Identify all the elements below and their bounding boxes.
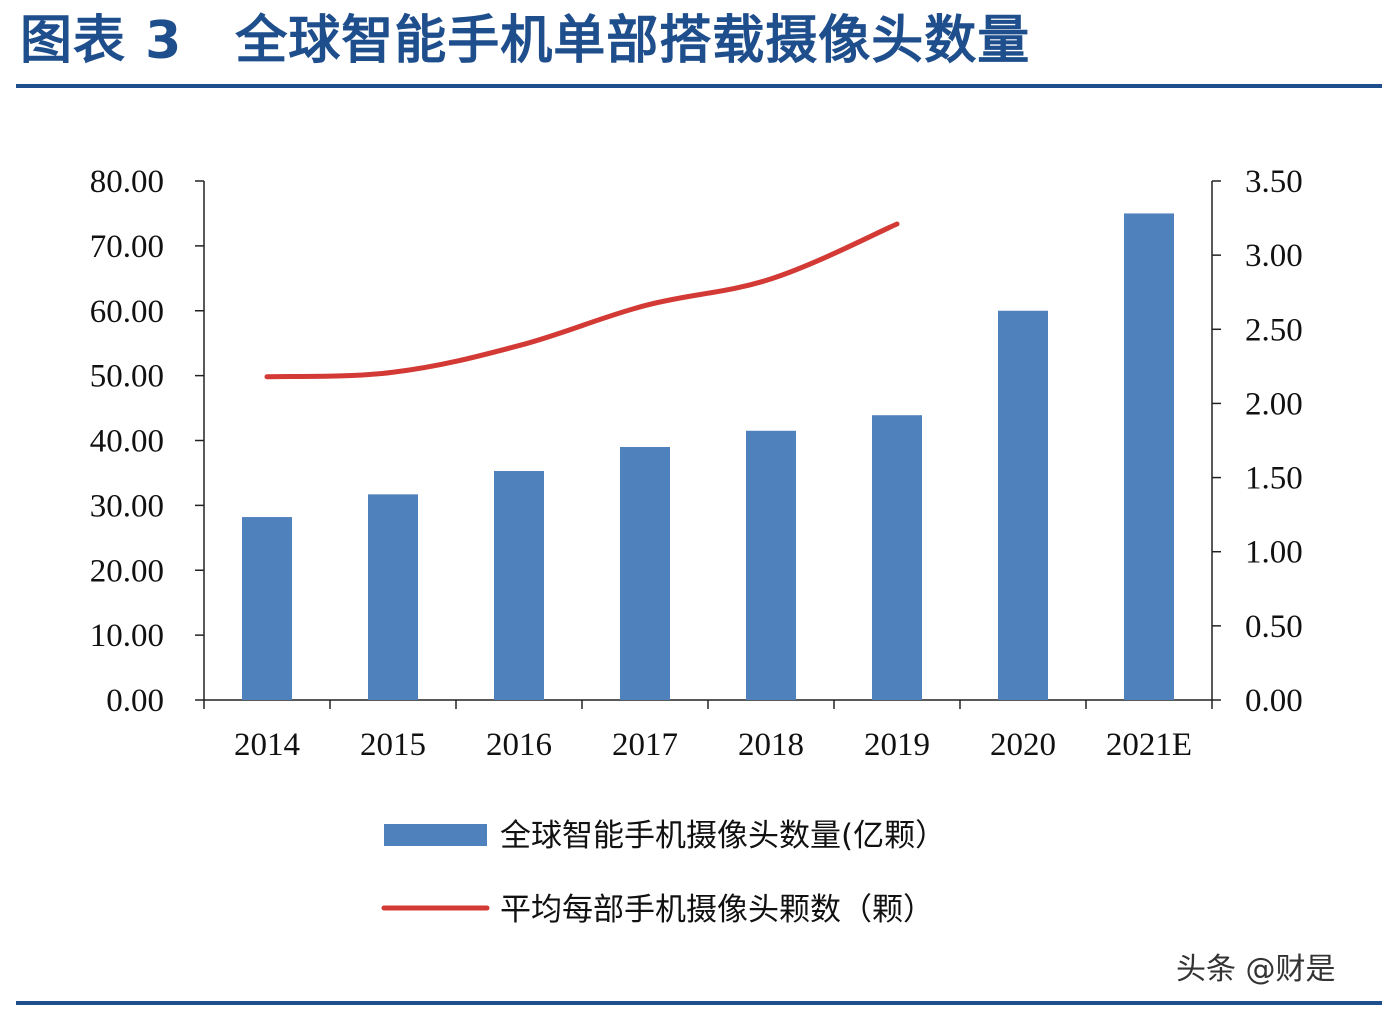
x-tick-label: 2018 — [738, 727, 804, 763]
y-left-tick-label: 10.00 — [90, 618, 164, 654]
bottom-divider — [16, 1001, 1382, 1005]
bar — [872, 415, 922, 700]
line-series — [264, 221, 900, 380]
y-right-tick-label: 2.50 — [1245, 312, 1303, 348]
y-right-tick-label: 0.50 — [1245, 609, 1303, 645]
top-divider — [16, 84, 1382, 88]
chart-axes — [195, 180, 1221, 709]
legend: 全球智能手机摄像头数量(亿颗） 平均每部手机摄像头颗数（颗） — [381, 818, 946, 928]
legend-bar-label: 全球智能手机摄像头数量(亿颗） — [500, 818, 946, 854]
bar — [494, 470, 544, 700]
y-left-tick-label: 60.00 — [90, 294, 164, 330]
x-tick-label: 2016 — [486, 727, 552, 763]
bar — [620, 446, 670, 700]
tick-labels: 0.00 10.00 20.00 30.00 40.00 50.00 60.00 70.00 8… — [90, 164, 1303, 763]
x-tick-label: 2017 — [612, 727, 678, 763]
legend-bar-swatch — [384, 824, 487, 846]
y-right-tick-label: 0.00 — [1245, 683, 1303, 719]
bar — [242, 517, 292, 700]
y-left-tick-label: 50.00 — [90, 359, 164, 395]
y-left-tick-label: 80.00 — [90, 164, 164, 200]
bar — [746, 430, 796, 700]
y-left-tick-label: 0.00 — [106, 683, 164, 719]
y-right-tick-label: 3.50 — [1245, 164, 1303, 200]
chart-title: 图表 3 全球智能手机单部搭载摄像头数量 — [20, 11, 1031, 71]
y-left-tick-label: 70.00 — [90, 229, 164, 265]
y-right-tick-label: 1.00 — [1245, 535, 1303, 571]
bar — [368, 494, 418, 700]
y-right-tick-label: 3.00 — [1245, 238, 1303, 274]
y-right-tick-label: 1.50 — [1245, 461, 1303, 497]
legend-line-label: 平均每部手机摄像头颗数（颗） — [500, 892, 934, 928]
x-tick-label: 2014 — [234, 727, 300, 763]
x-tick-label: 2021E — [1106, 727, 1192, 763]
bar — [998, 310, 1048, 700]
bar-series — [242, 213, 1174, 700]
y-left-tick-label: 30.00 — [90, 488, 164, 524]
y-right-tick-label: 2.00 — [1245, 386, 1303, 422]
x-tick-label: 2019 — [864, 727, 930, 763]
x-tick-label: 2015 — [360, 727, 426, 763]
bar — [1124, 213, 1174, 700]
x-tick-label: 2020 — [990, 727, 1056, 763]
y-left-tick-label: 20.00 — [90, 553, 164, 589]
y-left-tick-label: 40.00 — [90, 424, 164, 460]
watermark: 头条 @财是 — [1176, 952, 1336, 987]
line-path — [264, 221, 900, 380]
